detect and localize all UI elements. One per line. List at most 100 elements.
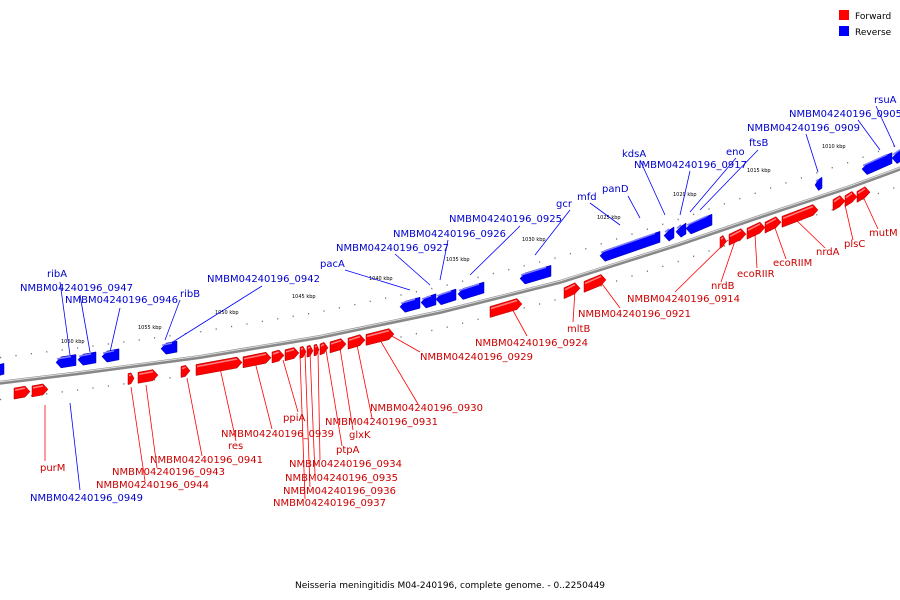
gene-0914: [719, 235, 727, 249]
leader-line: [805, 133, 819, 173]
gene-plsC: [844, 191, 858, 208]
scale-label-1045: 1045 kbp: [292, 294, 316, 300]
leader-line: [572, 289, 576, 323]
gene-0908: [832, 195, 846, 212]
gene-0931: [329, 338, 347, 354]
scale-tick: [877, 192, 879, 195]
gene-label-0917: NMBM04240196_0917: [634, 160, 747, 171]
gene-0914-shine: [720, 236, 724, 240]
gene-label-0924: NMBM04240196_0924: [475, 338, 588, 349]
scale-tick: [569, 252, 571, 255]
gene-label-ptpA: ptpA: [336, 445, 360, 456]
gene-0944: [127, 372, 135, 385]
scale-tick: [446, 284, 448, 286]
gene-label-rsuA: rsuA: [874, 95, 897, 106]
scale-tick: [708, 250, 710, 252]
scale-tick: [46, 393, 48, 395]
scale-tick: [385, 297, 387, 299]
scale-tick: [693, 255, 695, 257]
gene-0925-shine: [458, 283, 480, 292]
leader-line: [439, 239, 449, 281]
scale-tick: [477, 276, 479, 279]
leader-line: [145, 384, 158, 469]
leader-line: [299, 354, 306, 500]
gene-0927-shine: [421, 295, 432, 300]
legend-forward-label: Forward: [855, 12, 891, 22]
scale-tick: [200, 331, 202, 333]
gene-0926: [435, 288, 457, 306]
gene-0905-shine: [892, 149, 900, 156]
leader-line: [309, 351, 316, 475]
gene-label-0941: NMBM04240196_0941: [150, 455, 263, 466]
leader-line: [130, 386, 146, 482]
scale-tick: [723, 203, 725, 205]
gene-ribA: [55, 354, 77, 369]
leader-line: [109, 307, 121, 353]
scale-tick: [477, 318, 479, 321]
legend-reverse-swatch: [839, 26, 849, 36]
gene-0939-shine: [243, 353, 267, 360]
scale-tick: [739, 239, 741, 242]
genome-backbone: [0, 166, 900, 385]
gene-0917: [663, 226, 675, 242]
gene-nrdA-shine: [782, 205, 814, 219]
gene-0941-shine: [181, 366, 186, 370]
gene-0930: [347, 334, 366, 350]
gene-label-0944: NMBM04240196_0944: [96, 480, 209, 491]
leader-line: [774, 227, 787, 260]
leader-line: [282, 359, 299, 413]
leader-line: [317, 351, 321, 461]
leader-line: [79, 294, 91, 353]
gene-label-0947: NMBM04240196_0947: [20, 283, 133, 294]
gene-edge: [0, 362, 5, 376]
gene-0909-shine: [815, 178, 820, 183]
scale-tick: [46, 351, 48, 353]
scale-label-1055: 1055 kbp: [138, 325, 162, 331]
gene-0921-shine: [584, 275, 602, 285]
scale-label-1025: 1025 kbp: [597, 215, 621, 221]
scale-tick: [462, 322, 464, 324]
gene-glxK-shine: [320, 343, 325, 347]
scale-tick: [770, 187, 772, 189]
scale-tick: [154, 337, 156, 339]
scale-tick: [30, 395, 32, 397]
scale-tick: [462, 280, 464, 282]
gene-label-purM: purM: [40, 463, 65, 474]
gene-label-0936: NMBM04240196_0936: [283, 486, 396, 497]
gene-pacA-shine: [400, 298, 416, 305]
scale-tick: [323, 310, 325, 312]
scale-label-1030: 1030 kbp: [522, 237, 546, 243]
leader-line: [167, 285, 263, 346]
scale-tick: [246, 323, 248, 325]
scale-tick: [354, 303, 356, 306]
scale-tick: [600, 285, 602, 287]
gene-0943-shine: [138, 370, 154, 376]
gene-ecoRIIR: [746, 221, 766, 240]
leader-line: [389, 334, 421, 353]
gene-ribA-shine: [56, 355, 72, 360]
scale-tick: [600, 243, 602, 245]
leader-line: [639, 159, 666, 216]
gene-0934-shine: [307, 346, 311, 349]
scale-label-1050: 1050 kbp: [215, 310, 239, 316]
scale-tick: [631, 233, 633, 235]
scale-tick: [446, 326, 448, 328]
gene-label-0931: NMBM04240196_0931: [325, 417, 438, 428]
leader-line: [844, 204, 854, 241]
gene-0943: [137, 369, 159, 384]
leader-line: [679, 170, 691, 216]
scale-tick: [261, 320, 263, 323]
gene-ppiA-shine: [272, 351, 280, 355]
scale-label-1060: 1060 kbp: [61, 339, 85, 345]
scale-tick: [616, 238, 618, 240]
scale-tick: [0, 356, 2, 359]
gene-gcr-shine: [520, 266, 547, 276]
gene-0939: [242, 351, 272, 369]
gene-rsuA-shine: [862, 153, 888, 167]
gene-nrdA: [781, 204, 819, 228]
gene-eno: [675, 222, 687, 238]
gene-label-0943: NMBM04240196_0943: [112, 467, 225, 478]
leader-line: [857, 119, 881, 151]
gene-label-res: res: [228, 441, 243, 452]
